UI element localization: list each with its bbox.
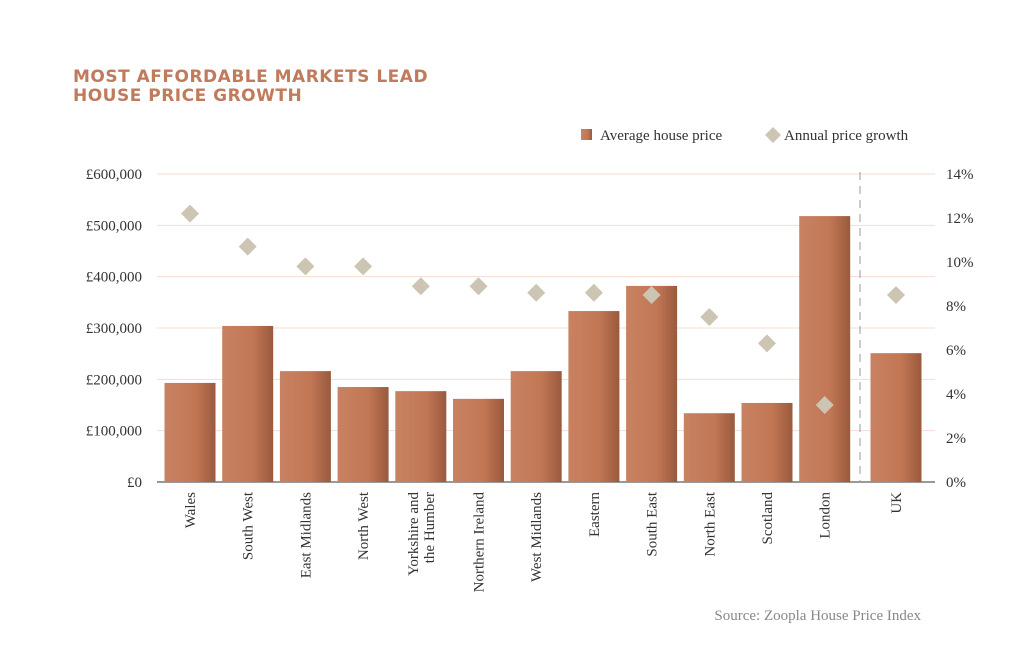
bar-eastern: [568, 311, 620, 482]
category-label: Eastern: [587, 492, 603, 537]
bar-london: [799, 216, 851, 483]
bar-south-east: [626, 285, 678, 482]
right-tick-label: 4%: [946, 387, 966, 403]
category-label: South East: [645, 491, 661, 556]
right-tick-label: 2%: [946, 431, 966, 447]
legend-label: Average house price: [600, 128, 723, 144]
legend-label: Annual price growth: [784, 128, 909, 144]
category-label: North East: [702, 491, 718, 556]
bar-south-west: [222, 325, 274, 482]
category-label: West Midlands: [529, 492, 545, 582]
chart-title: MOST AFFORDABLE MARKETS LEAD HOUSE PRICE…: [73, 68, 428, 106]
category-label: Wales: [183, 492, 199, 528]
category-label: East Midlands: [298, 492, 314, 578]
left-tick-label: £0: [127, 475, 142, 491]
legend-bar-swatch: [581, 129, 592, 140]
right-tick-label: 14%: [946, 167, 974, 183]
growth-marker: [642, 286, 661, 304]
growth-marker: [411, 277, 430, 296]
left-tick-label: £400,000: [86, 270, 142, 286]
source-note: Source: Zoopla House Price Index: [714, 608, 921, 624]
bar-yorkshire-and-the-humber: [395, 391, 447, 482]
growth-marker: [527, 283, 546, 302]
growth-marker: [296, 257, 315, 276]
left-tick-label: £100,000: [86, 424, 142, 440]
category-label: North West: [356, 491, 372, 560]
right-tick-label: 0%: [946, 475, 966, 491]
bar-northern-ireland: [453, 398, 504, 482]
growth-marker: [584, 283, 603, 302]
category-label: UK: [889, 492, 905, 514]
bar-west-midlands: [510, 371, 562, 482]
growth-marker: [469, 277, 488, 296]
right-tick-label: 12%: [946, 211, 974, 227]
legend-diamond-swatch: [765, 127, 781, 143]
bar-north-west: [337, 387, 389, 482]
category-label: Northern Ireland: [472, 492, 488, 593]
growth-marker: [887, 286, 905, 304]
title-line-2: HOUSE PRICE GROWTH: [73, 86, 303, 106]
title-line-1: MOST AFFORDABLE MARKETS LEAD: [73, 67, 429, 87]
left-tick-label: £200,000: [86, 372, 142, 388]
right-tick-label: 8%: [946, 299, 966, 315]
bar-scotland: [741, 402, 793, 482]
growth-marker: [181, 204, 199, 223]
growth-marker: [815, 396, 834, 414]
bar-uk: [870, 353, 922, 482]
left-tick-label: £600,000: [86, 167, 142, 183]
category-label: South West: [241, 491, 257, 560]
growth-marker: [700, 308, 719, 326]
category-label: the Humber: [422, 492, 438, 563]
category-label: London: [818, 492, 834, 539]
right-tick-label: 10%: [946, 255, 974, 271]
growth-marker: [758, 334, 776, 353]
category-label: Yorkshire and: [406, 492, 422, 576]
left-tick-label: £500,000: [86, 218, 142, 234]
bar-wales: [164, 382, 216, 482]
category-label: Scotland: [760, 492, 776, 545]
right-tick-label: 6%: [946, 343, 966, 359]
growth-marker: [238, 237, 257, 256]
left-tick-label: £300,000: [86, 321, 142, 337]
bar-east-midlands: [279, 371, 331, 482]
bar-north-east: [683, 413, 735, 482]
growth-marker: [354, 257, 373, 276]
